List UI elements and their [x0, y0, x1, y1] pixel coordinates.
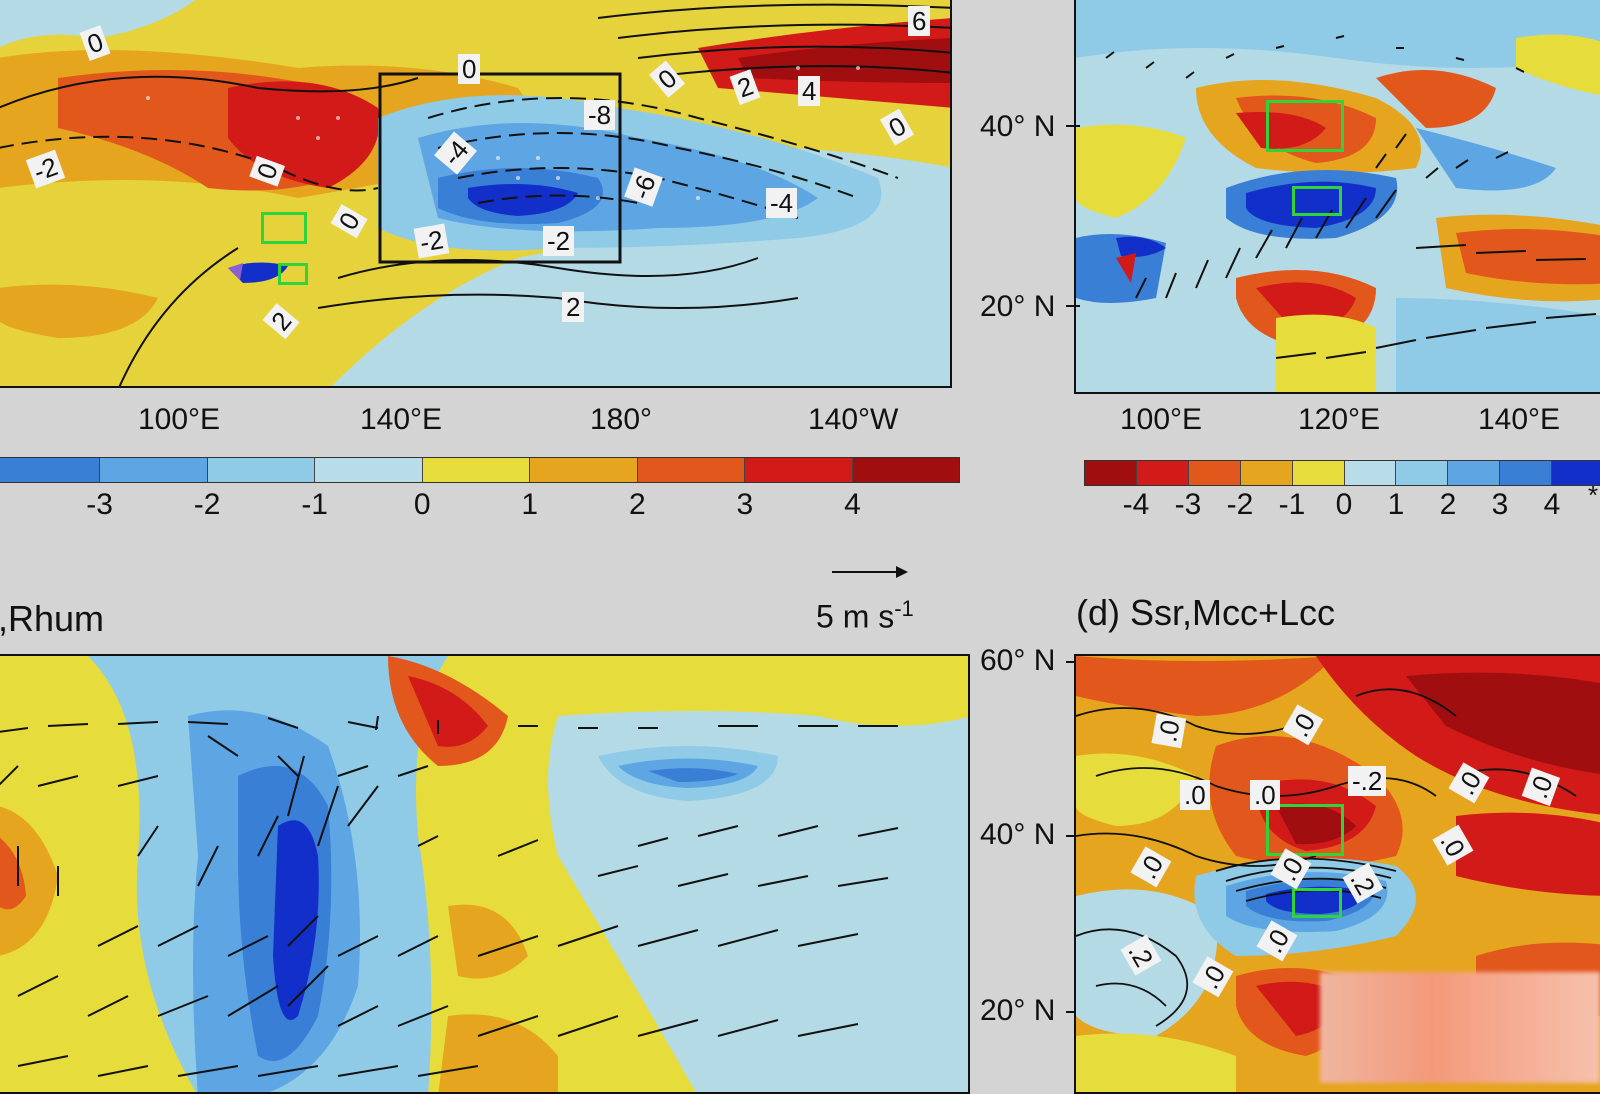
colorbar-swatch	[745, 458, 853, 482]
panel-a-lon-tick: 140°E	[360, 403, 443, 436]
reference-vector-text: 5 m s	[816, 598, 895, 635]
contour-label: 4	[798, 76, 821, 106]
contour-label: .0	[1250, 780, 1280, 810]
panel-b-lat-tick: 40° N	[980, 110, 1056, 143]
panel-d-lat-tick: 60° N	[980, 644, 1056, 677]
panel-b-lon-tick: 100°E	[1120, 403, 1203, 436]
colorbar-swatch	[1396, 461, 1449, 485]
colorbar-swatch	[1292, 461, 1345, 485]
green-box-north	[261, 212, 307, 244]
colorbar-swatch	[852, 458, 959, 482]
colorbar-tick-label: 1	[521, 488, 539, 521]
green-box-south	[278, 263, 308, 285]
colorbar-swatch	[1500, 461, 1553, 485]
colorbar-swatch	[1448, 461, 1501, 485]
colorbar-swatch	[315, 458, 423, 482]
green-box-south	[1292, 888, 1342, 918]
colorbar-swatch	[637, 458, 746, 482]
contour-label: -4	[766, 188, 798, 218]
colorbar-swatch	[1344, 461, 1397, 485]
colorbar-tick-label: -4	[1122, 488, 1150, 521]
panel-b-lat-tickmarks	[1066, 125, 1080, 307]
colorbar-tick-label: -1	[1278, 488, 1306, 521]
panel-b-lon-tick: 120°E	[1298, 403, 1381, 436]
panel-c-map	[0, 654, 970, 1094]
green-box-south	[1292, 186, 1342, 216]
contour-label: 0	[458, 54, 481, 84]
panel-a-lon-tick: 140°W	[808, 403, 899, 436]
panel-b-lat-tick: 20° N	[980, 290, 1056, 323]
panel-c-title: ,Rhum	[0, 598, 105, 639]
reference-vector-arrow	[832, 566, 908, 578]
colorbar-swatch	[422, 458, 531, 482]
colorbar-tick-label: 3	[736, 488, 754, 521]
colorbar-tick-label: -2	[1226, 488, 1254, 521]
colorbar-tick-label: -3	[86, 488, 113, 521]
green-box-north	[1266, 100, 1344, 152]
panel-b-colorbar-extra: *	[1588, 480, 1599, 510]
colorbar-tick-label: 3	[1491, 488, 1509, 521]
colorbar-swatch	[1136, 461, 1189, 485]
green-box-north	[1266, 804, 1344, 856]
panel-b-colorbar-labels: -4 -3 -2 -1 0 1 2 3 4	[1084, 488, 1600, 528]
contour-label: -2	[413, 223, 450, 259]
blurred-patch	[1320, 972, 1600, 1083]
contour-label: .0	[1151, 713, 1187, 749]
contour-label: -8	[584, 100, 616, 130]
panel-d-lat-tick: 40° N	[980, 818, 1056, 851]
contour-label: -.2	[1348, 766, 1387, 796]
colorbar-tick-label: -2	[193, 488, 221, 521]
reference-vector-label: 5 m s-1	[816, 596, 914, 636]
colorbar-swatch	[1240, 461, 1293, 485]
colorbar-tick-label: 4	[1543, 488, 1561, 521]
colorbar-tick-label: 0	[413, 488, 431, 521]
colorbar-tick-label: 2	[628, 488, 646, 521]
colorbar-swatch	[207, 458, 316, 482]
panel-a-colorbar-labels: -3 -2 -1 0 1 2 3 4	[0, 488, 960, 528]
contour-label: 2	[562, 292, 585, 322]
colorbar-tick-label: 2	[1439, 488, 1457, 521]
panel-b-lon-tick: 140°E	[1478, 403, 1561, 436]
panel-a-map: 0 0 -2 0 0 -2 -4 -8 -6 -2 0 2 4 6 -4 2 0…	[0, 0, 952, 388]
contour-label: 6	[908, 6, 931, 36]
colorbar-swatch	[0, 458, 101, 482]
panel-b-colorbar	[1084, 460, 1600, 486]
colorbar-tick-label: 0	[1335, 488, 1353, 521]
contour-label: .0	[1180, 780, 1210, 810]
colorbar-swatch	[1552, 461, 1600, 485]
colorbar-tick-label: 1	[1387, 488, 1405, 521]
colorbar-tick-label: 4	[844, 488, 861, 521]
colorbar-tick-label: -3	[1174, 488, 1202, 521]
colorbar-swatch	[1188, 461, 1241, 485]
colorbar-swatch	[1085, 461, 1137, 485]
colorbar-tick-label: -1	[301, 488, 328, 521]
contour-label: -2	[543, 226, 575, 256]
colorbar-swatch	[100, 458, 208, 482]
panel-a-colorbar	[0, 457, 960, 483]
panel-b-map	[1074, 0, 1600, 394]
panel-a-lon-tick: 180°	[590, 403, 653, 436]
panel-a-lon-tick: 100°E	[138, 403, 221, 436]
reference-vector-exponent: -1	[894, 596, 914, 621]
colorbar-swatch	[530, 458, 638, 482]
panel-d-lat-tick: 20° N	[980, 994, 1056, 1027]
panel-d-title: (d) Ssr,Mcc+Lcc	[1076, 592, 1336, 633]
